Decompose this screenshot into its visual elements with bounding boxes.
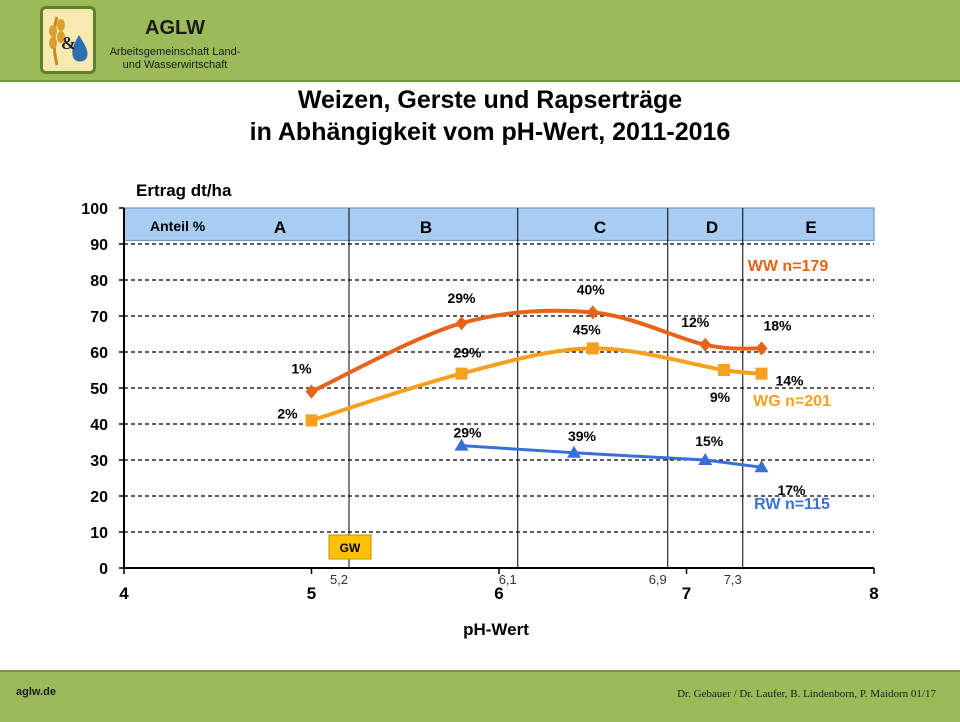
class-label: E [805, 218, 816, 237]
class-band-label: Anteil % [150, 218, 206, 234]
y-tick-label: 70 [90, 309, 108, 326]
aglw-logo: & [40, 6, 96, 74]
y-tick-label: 40 [90, 417, 108, 434]
boundary-label: 6,1 [499, 572, 517, 587]
brand-subtitle-line-1: Arbeitsgemeinschaft Land- [109, 46, 241, 58]
y-tick-label: 90 [90, 237, 108, 254]
brand-subtitle-line-2: und Wasserwirtschaft [122, 59, 228, 71]
data-point-square [718, 364, 730, 376]
data-point-square [455, 367, 468, 380]
logo-ampersand: & [61, 33, 76, 53]
gw-annotation: GW [340, 541, 361, 555]
class-label: B [420, 218, 432, 237]
data-point-diamond [305, 384, 318, 399]
data-label: 12% [681, 314, 710, 330]
brand-name: AGLW [145, 17, 205, 39]
series-legend-label: WG n=201 [753, 393, 831, 410]
series-line-2 [461, 444, 762, 469]
data-label: 18% [763, 317, 792, 333]
data-label: 39% [568, 428, 597, 444]
data-label: 17% [777, 482, 806, 498]
data-label: 2% [277, 405, 298, 421]
data-point-triangle [567, 445, 581, 458]
x-tick-label: 8 [869, 584, 878, 603]
x-axis-label: pH-Wert [463, 620, 529, 639]
data-point-diamond [755, 341, 768, 356]
data-point-diamond [586, 305, 599, 320]
data-point-triangle [754, 460, 769, 473]
boundary-label: 7,3 [724, 572, 742, 587]
y-tick-label: 60 [90, 345, 108, 362]
chart-title-line-2: in Abhängigkeit vom pH-Wert, 2011-2016 [249, 118, 731, 146]
data-label: 40% [577, 281, 606, 297]
footer-bar [0, 670, 960, 722]
class-label: D [706, 218, 718, 237]
class-label: C [594, 218, 606, 237]
footer-website[interactable]: aglw.de [16, 686, 56, 698]
y-tick-label: 10 [90, 525, 108, 542]
footer-authors: Dr. Gebauer / Dr. Laufer, B. Lindenborn,… [677, 688, 936, 700]
data-point-square [755, 367, 768, 380]
series-legend-label: WW n=179 [748, 258, 829, 275]
data-point-diamond [455, 316, 468, 331]
data-label: 14% [775, 373, 804, 389]
data-point-square [586, 342, 599, 355]
class-label: A [274, 218, 286, 237]
boundary-label: 5,2 [330, 572, 348, 587]
data-point-triangle [454, 438, 469, 451]
data-label: 15% [695, 433, 724, 449]
y-tick-label: 100 [81, 201, 108, 218]
y-tick-label: 30 [90, 453, 108, 470]
x-tick-label: 5 [307, 584, 316, 603]
class-band [123, 207, 875, 241]
data-point-triangle [698, 453, 713, 465]
brand-subtitle: Arbeitsgemeinschaft Land- und Wasserwirt… [98, 46, 252, 72]
data-label: 29% [447, 290, 476, 306]
series-legend-label: RW n=115 [754, 496, 830, 513]
x-tick-label: 4 [119, 584, 129, 603]
y-tick-label: 80 [90, 273, 108, 290]
y-tick-label: 50 [90, 381, 108, 398]
boundary-label: 6,9 [649, 572, 667, 587]
data-label: 45% [573, 321, 602, 337]
data-label: 1% [291, 361, 312, 377]
data-point-square [305, 414, 318, 427]
data-label: 29% [453, 345, 482, 361]
chart-title-line-1: Weizen, Gerste und Rapserträge [297, 86, 683, 114]
y-tick-label: 20 [90, 489, 108, 506]
x-tick-label: 6 [494, 584, 503, 603]
gw-annotation-box [328, 534, 372, 560]
header-bar [0, 0, 960, 82]
data-label: 29% [453, 425, 482, 441]
chart-title: Weizen, Gerste und Rapserträge in Abhäng… [230, 84, 750, 148]
y-tick-label: 0 [99, 561, 108, 578]
data-point-diamond [699, 337, 712, 352]
y-axis-label: Ertrag dt/ha [136, 181, 232, 200]
x-tick-label: 7 [682, 584, 691, 603]
data-label: 9% [710, 389, 731, 405]
